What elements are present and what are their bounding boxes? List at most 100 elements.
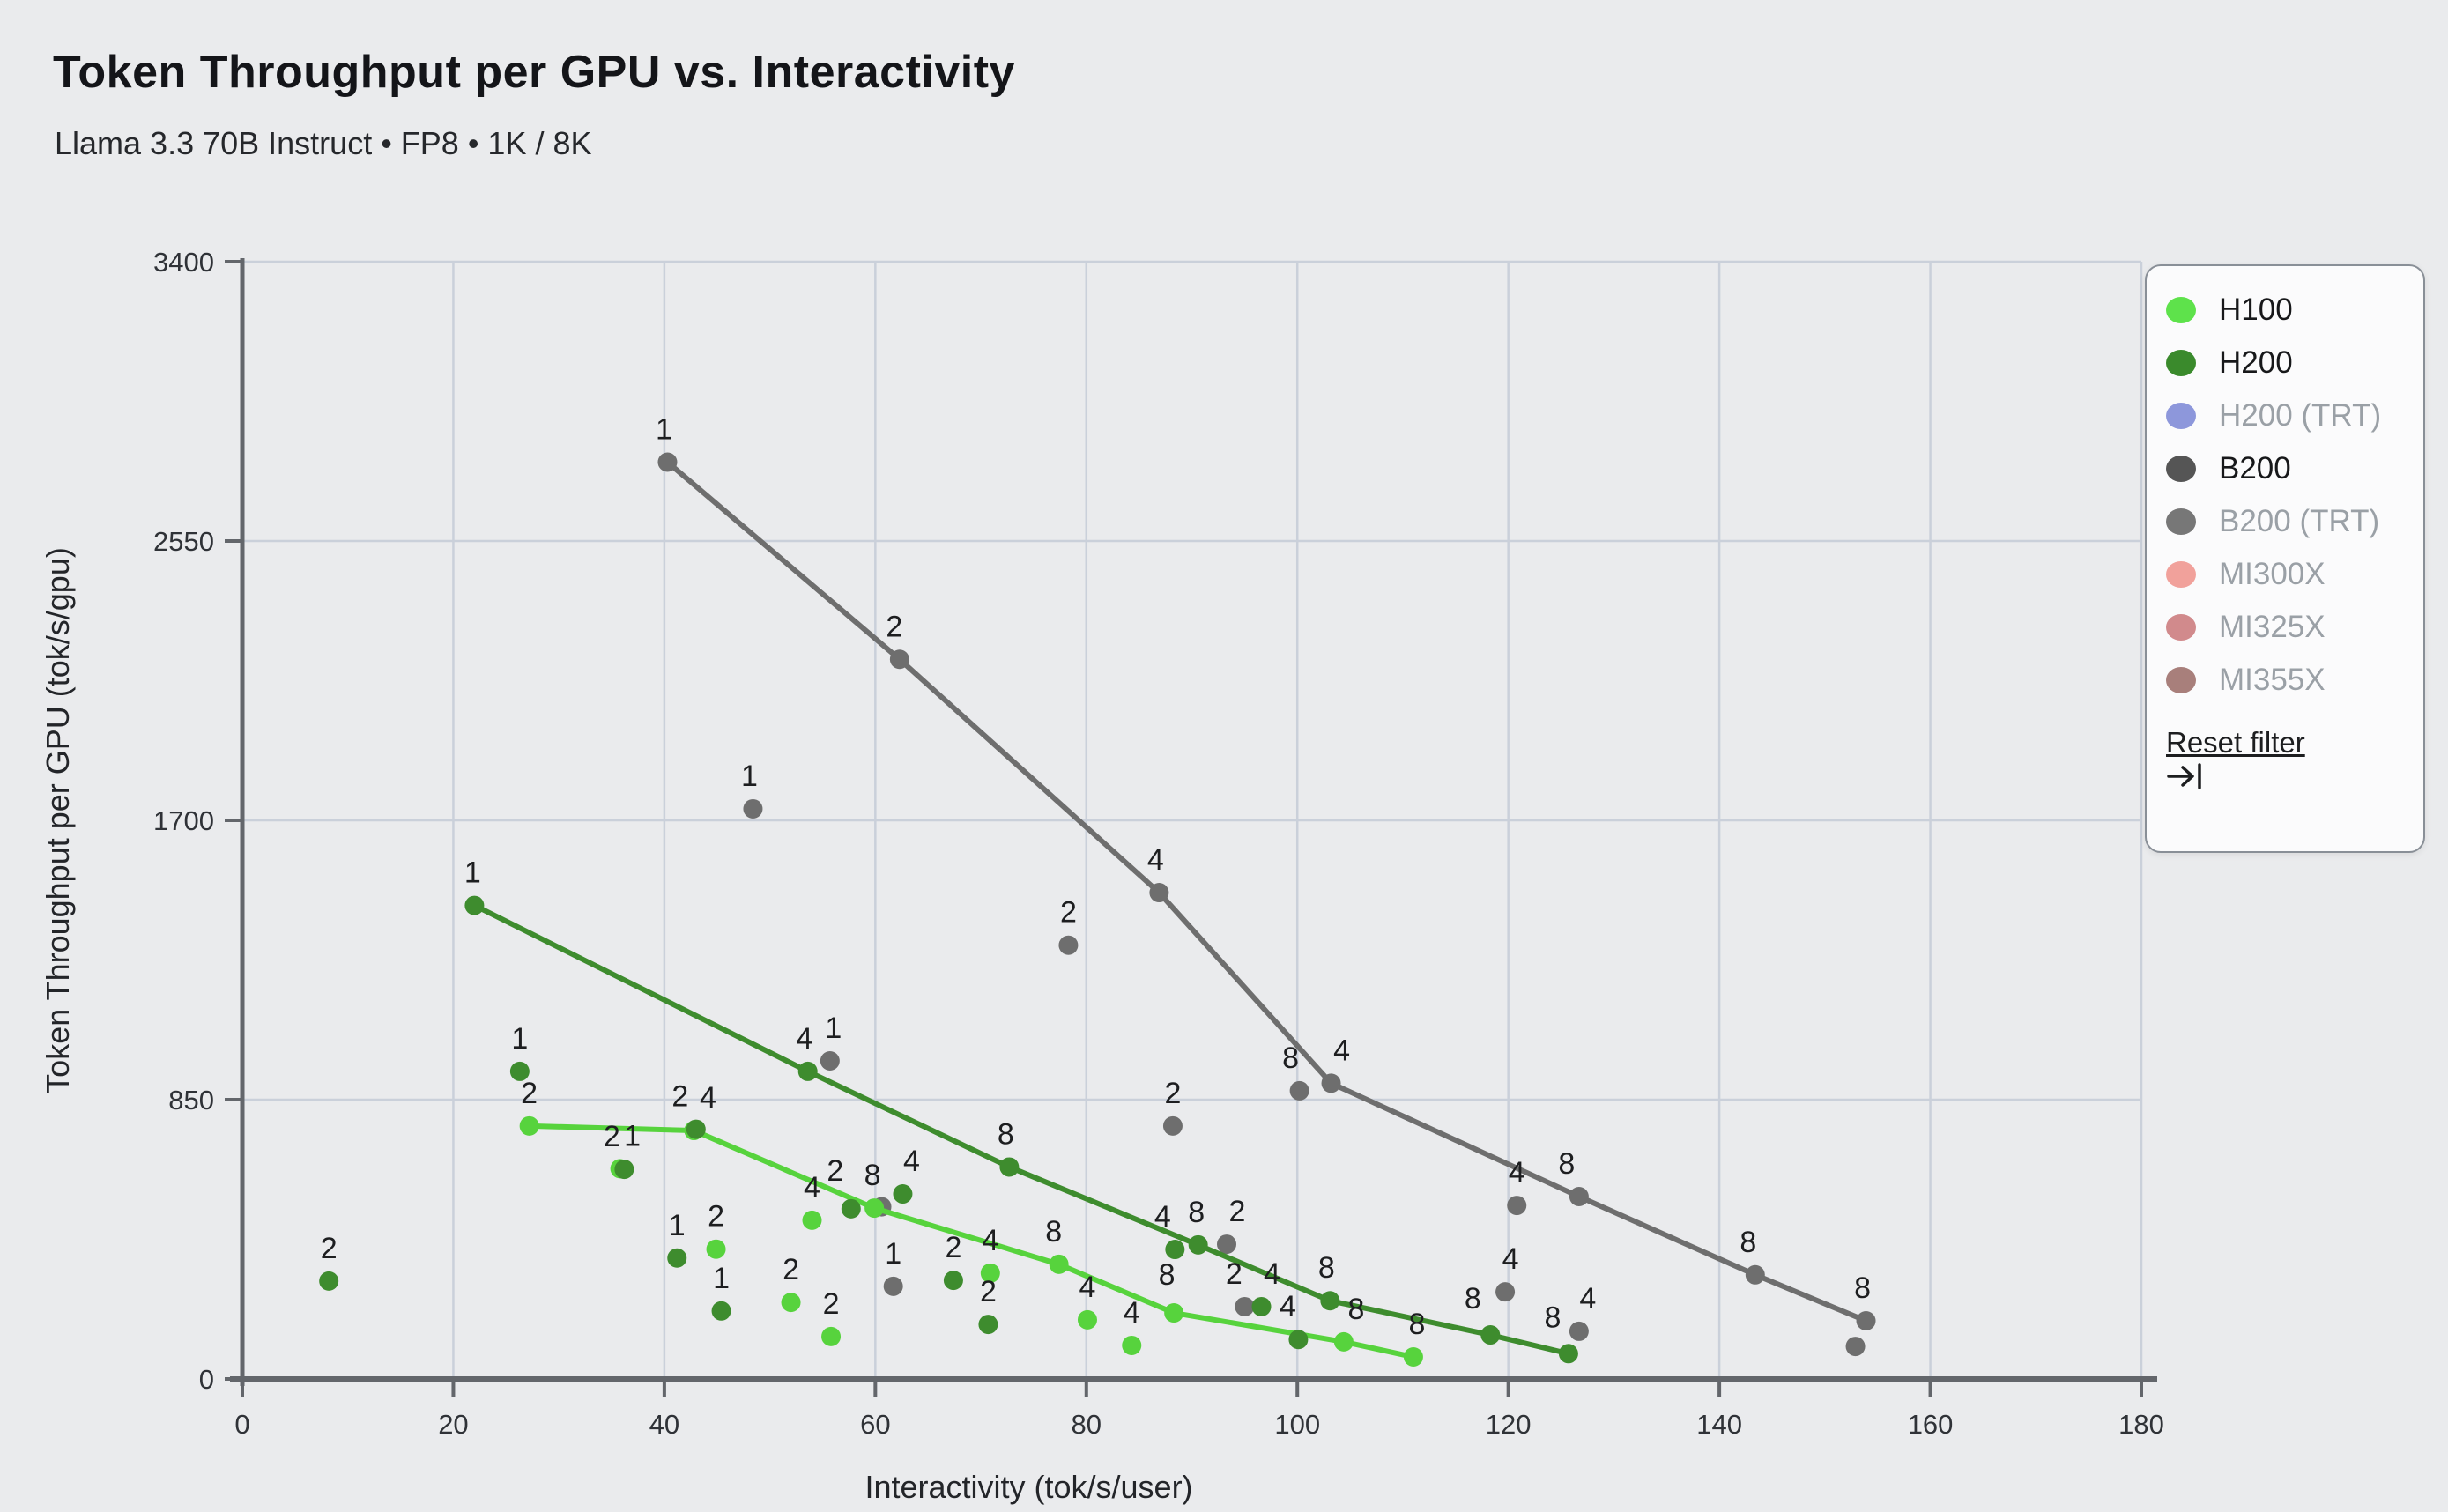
tp-size-label: 8: [1347, 1293, 1364, 1326]
legend-item-label: MI325X: [2219, 610, 2326, 644]
data-point-b200-tp2[interactable]: [1058, 935, 1079, 955]
data-point-h200-tp2[interactable]: [319, 1271, 339, 1291]
data-point-b200-tp4[interactable]: [1507, 1196, 1527, 1216]
arrow-to-bar-icon[interactable]: [2166, 761, 2423, 796]
data-point-h100-tp8[interactable]: [1049, 1254, 1069, 1274]
y-tick-label: 0: [199, 1364, 214, 1395]
legend-item-b200[interactable]: B200: [2166, 442, 2423, 495]
tp-size-label: 2: [886, 610, 902, 643]
legend-item-label: B200: [2219, 451, 2291, 485]
data-point-h200-tp8[interactable]: [1558, 1344, 1578, 1364]
data-point-h200-tp1[interactable]: [667, 1248, 687, 1268]
data-point-b200-tp2[interactable]: [1162, 1115, 1183, 1136]
data-point-h200-tp8[interactable]: [999, 1157, 1020, 1177]
tp-size-label: 4: [700, 1081, 716, 1115]
tp-size-label: 4: [1509, 1156, 1525, 1190]
data-point-b200-tp4[interactable]: [1321, 1073, 1341, 1093]
legend-item-mi355x[interactable]: MI355X: [2166, 654, 2423, 707]
legend-swatch-icon: [2166, 561, 2196, 588]
data-point-h100-tp8[interactable]: [864, 1198, 885, 1219]
data-point-b200-tp8[interactable]: [1289, 1080, 1309, 1101]
data-point-h200-tp4[interactable]: [1251, 1296, 1272, 1316]
tp-size-label: 2: [1229, 1195, 1246, 1228]
data-point-h200-tp1[interactable]: [464, 895, 485, 915]
tp-size-label: 2: [945, 1231, 961, 1264]
x-tick-label: 180: [2118, 1409, 2164, 1440]
x-tick-label: 40: [649, 1409, 679, 1440]
data-point-h100-tp2[interactable]: [706, 1239, 726, 1259]
data-point-h100-tp4[interactable]: [802, 1210, 822, 1230]
data-point-b200-tp1[interactable]: [820, 1050, 840, 1071]
data-point-h200-tp1[interactable]: [711, 1301, 731, 1321]
data-point-h200-tp2[interactable]: [943, 1271, 963, 1291]
y-tick-label: 2550: [153, 526, 214, 557]
data-point-b200-tp8[interactable]: [1856, 1310, 1876, 1330]
data-point-h200-tp4[interactable]: [1165, 1240, 1185, 1260]
data-point-h100-tp4[interactable]: [1122, 1335, 1142, 1355]
data-point-h100-tp8[interactable]: [1333, 1331, 1354, 1352]
data-point-b200-tp4[interactable]: [1149, 883, 1169, 903]
data-point-h100-tp8[interactable]: [1164, 1303, 1184, 1323]
legend-item-b200-trt[interactable]: B200 (TRT): [2166, 495, 2423, 548]
data-point-h200-tp2[interactable]: [614, 1160, 634, 1180]
data-point-b200[interactable]: [1845, 1337, 1866, 1357]
data-point-h200-tp4[interactable]: [1288, 1330, 1309, 1350]
data-point-b200-tp8[interactable]: [1569, 1187, 1589, 1207]
tp-size-label: 1: [669, 1209, 686, 1242]
data-point-h200-tp2[interactable]: [978, 1315, 998, 1335]
legend-item-label: B200 (TRT): [2219, 504, 2380, 538]
data-point-h100-tp4[interactable]: [980, 1263, 1000, 1283]
data-point-b200-tp4[interactable]: [1569, 1321, 1589, 1341]
data-point-h100-tp2[interactable]: [781, 1293, 801, 1313]
data-point-h100-tp2[interactable]: [821, 1326, 842, 1346]
data-point-b200-tp4[interactable]: [1495, 1282, 1516, 1302]
data-point-h200-tp4[interactable]: [797, 1061, 818, 1081]
data-point-b200-tp2[interactable]: [1217, 1234, 1237, 1255]
tp-size-label: 4: [796, 1022, 812, 1056]
legend-item-h200-trt[interactable]: H200 (TRT): [2166, 389, 2423, 442]
legend-item-label: H200: [2219, 345, 2293, 380]
page-subtitle: Llama 3.3 70B Instruct • FP8 • 1K / 8K: [55, 125, 592, 161]
tp-size-label: 2: [604, 1120, 620, 1153]
data-point-h200-tp4[interactable]: [893, 1184, 913, 1204]
tp-size-label: 1: [656, 412, 672, 446]
data-point-b200-tp1[interactable]: [743, 798, 763, 819]
tp-size-label: 4: [1280, 1290, 1296, 1323]
y-tick-label: 850: [168, 1085, 214, 1115]
tp-size-label: 2: [1226, 1257, 1243, 1291]
data-point-h200-tp8[interactable]: [1320, 1291, 1340, 1311]
x-tick-label: 160: [1908, 1409, 1954, 1440]
tp-size-label: 4: [1147, 843, 1164, 877]
data-point-h100-tp8[interactable]: [1403, 1347, 1423, 1367]
tp-size-label: 4: [804, 1171, 820, 1204]
data-point-b200-tp1[interactable]: [657, 452, 678, 472]
data-point-b200-tp2[interactable]: [1235, 1296, 1255, 1316]
data-point-b200-tp2[interactable]: [889, 649, 909, 670]
data-point-b200-tp8[interactable]: [1745, 1264, 1765, 1285]
tp-size-label: 2: [671, 1080, 688, 1114]
data-point-h200-tp1[interactable]: [509, 1061, 530, 1081]
data-point-h200-tp2[interactable]: [686, 1119, 706, 1139]
reset-filter-link[interactable]: Reset filter: [2166, 726, 2305, 759]
data-point-h100-tp2[interactable]: [519, 1115, 539, 1136]
page-title: Token Throughput per GPU vs. Interactivi…: [53, 47, 1015, 98]
legend-item-mi300x[interactable]: MI300X: [2166, 548, 2423, 601]
data-point-b200-tp1[interactable]: [883, 1276, 903, 1296]
legend-item-mi325x[interactable]: MI325X: [2166, 601, 2423, 654]
tp-size-label: 4: [903, 1145, 920, 1178]
legend-item-h100[interactable]: H100: [2166, 284, 2423, 337]
legend-swatch-icon: [2166, 350, 2196, 376]
legend-item-label: H200 (TRT): [2219, 398, 2382, 433]
legend-item-h200[interactable]: H200: [2166, 337, 2423, 389]
data-point-h100-tp4[interactable]: [1077, 1309, 1097, 1330]
data-point-h200-tp8[interactable]: [1188, 1234, 1208, 1255]
legend-panel: H100 H200 H200 (TRT) B200 B200 (TRT) MI300X MI…: [2145, 264, 2425, 853]
data-point-h200-tp8[interactable]: [1480, 1325, 1501, 1345]
tp-size-label: 8: [1854, 1271, 1871, 1305]
data-point-h200-tp2[interactable]: [841, 1198, 861, 1219]
tp-size-label: 2: [783, 1253, 799, 1286]
legend-item-label: MI300X: [2219, 557, 2326, 591]
legend-swatch-icon: [2166, 456, 2196, 482]
tp-size-label: 1: [885, 1237, 901, 1271]
